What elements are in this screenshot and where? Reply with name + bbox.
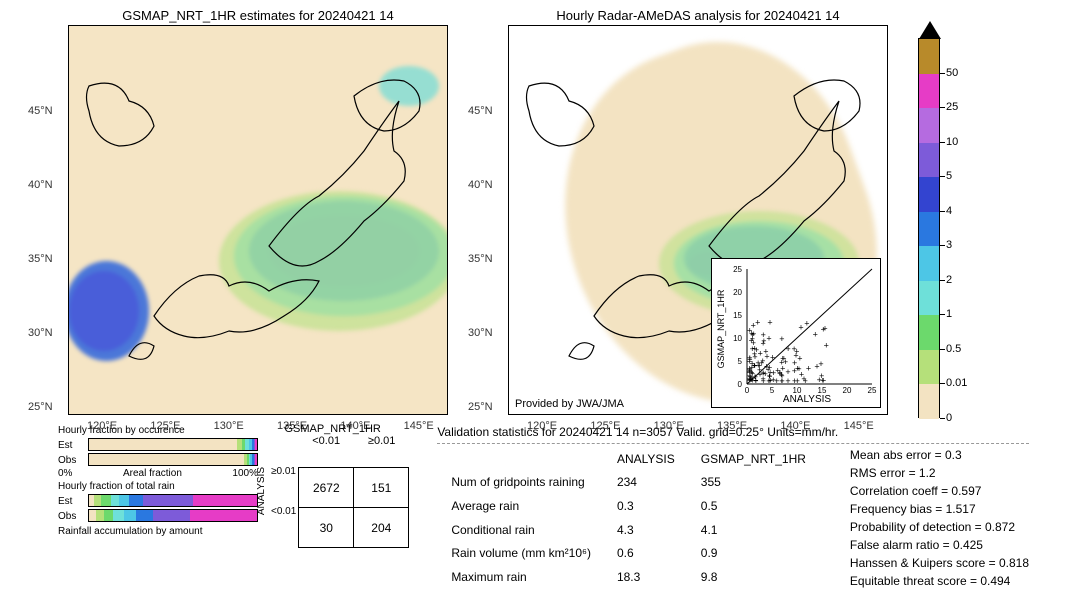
svg-text:+: + bbox=[755, 318, 760, 328]
colorbar-arrow bbox=[919, 21, 941, 39]
bottom-row: Hourly fraction by occurence Est Obs 0%A… bbox=[8, 423, 1072, 590]
right-map-panel: Hourly Radar-AMeDAS analysis for 2024042… bbox=[508, 8, 888, 415]
left-map-title: GSMAP_NRT_1HR estimates for 20240421 14 bbox=[68, 8, 448, 23]
svg-text:+: + bbox=[767, 318, 772, 328]
svg-text:+: + bbox=[793, 351, 798, 361]
svg-text:0: 0 bbox=[745, 386, 750, 395]
svg-text:+: + bbox=[751, 329, 756, 339]
svg-text:+: + bbox=[783, 357, 788, 367]
right-map-title: Hourly Radar-AMeDAS analysis for 2024042… bbox=[508, 8, 888, 23]
svg-text:+: + bbox=[779, 376, 784, 386]
bars-title-3: Rainfall accumulation by amount bbox=[58, 526, 258, 537]
svg-text:+: + bbox=[785, 376, 790, 386]
svg-text:+: + bbox=[749, 373, 754, 383]
svg-text:+: + bbox=[761, 330, 766, 340]
svg-text:0: 0 bbox=[738, 380, 743, 389]
bars-title-2: Hourly fraction of total rain bbox=[58, 481, 258, 492]
validation-block: Validation statistics for 20240421 14 n=… bbox=[437, 423, 1029, 590]
svg-text:+: + bbox=[818, 359, 823, 369]
svg-text:10: 10 bbox=[793, 386, 802, 395]
bar-obs-total bbox=[88, 509, 258, 522]
bar-obs-occurrence bbox=[88, 453, 258, 466]
svg-text:+: + bbox=[817, 375, 822, 385]
contingency-table: 2672151 30204 bbox=[298, 467, 409, 548]
validation-metrics: Mean abs error = 0.3RMS error = 1.2Corre… bbox=[850, 446, 1029, 590]
svg-text:25: 25 bbox=[733, 265, 742, 274]
svg-text:+: + bbox=[796, 364, 801, 374]
svg-text:5: 5 bbox=[738, 357, 743, 366]
contingency-block: GSMAP_NRT_1HR ANALYSIS ≥0.01 <0.01 <0.01… bbox=[256, 423, 409, 590]
svg-text:5: 5 bbox=[770, 386, 775, 395]
scatter-ylabel: GSMAP_NRT_1HR bbox=[716, 289, 726, 368]
svg-text:+: + bbox=[779, 334, 784, 344]
scatter-plot: ++++++++++++++++++++++++++++++++++++++++… bbox=[712, 259, 882, 409]
svg-text:+: + bbox=[813, 330, 818, 340]
right-map-frame: Provided by JWA/JMA ++++++++++++++++++++… bbox=[508, 25, 888, 415]
svg-text:25: 25 bbox=[868, 386, 877, 395]
hourly-fraction-bars: Hourly fraction by occurence Est Obs 0%A… bbox=[58, 423, 258, 590]
svg-text:+: + bbox=[770, 353, 775, 363]
svg-text:+: + bbox=[756, 360, 761, 370]
svg-text:+: + bbox=[785, 367, 790, 377]
svg-text:+: + bbox=[795, 376, 800, 386]
svg-text:20: 20 bbox=[843, 386, 852, 395]
svg-text:+: + bbox=[798, 322, 803, 332]
svg-text:15: 15 bbox=[733, 311, 742, 320]
main-map-row: GSMAP_NRT_1HR estimates for 20240421 14 … bbox=[8, 8, 1072, 415]
bar-est-occurrence bbox=[88, 438, 258, 451]
scatter-inset: ++++++++++++++++++++++++++++++++++++++++… bbox=[711, 258, 881, 408]
coastline-left bbox=[69, 26, 448, 415]
bar-est-total bbox=[88, 494, 258, 507]
svg-text:+: + bbox=[801, 374, 806, 384]
svg-text:15: 15 bbox=[818, 386, 827, 395]
svg-text:+: + bbox=[821, 324, 826, 334]
ct-col-header: GSMAP_NRT_1HR bbox=[256, 423, 409, 435]
svg-text:20: 20 bbox=[733, 288, 742, 297]
svg-text:+: + bbox=[824, 341, 829, 351]
left-map-panel: GSMAP_NRT_1HR estimates for 20240421 14 … bbox=[68, 8, 448, 415]
scatter-xlabel: ANALYSIS bbox=[783, 394, 831, 405]
svg-text:+: + bbox=[767, 368, 772, 378]
colorbar bbox=[918, 38, 940, 418]
provider-label: Provided by JWA/JMA bbox=[515, 398, 624, 410]
svg-text:+: + bbox=[760, 374, 765, 384]
ct-row-header: ANALYSIS bbox=[256, 467, 267, 515]
svg-text:+: + bbox=[806, 364, 811, 374]
svg-text:10: 10 bbox=[733, 334, 742, 343]
svg-text:+: + bbox=[804, 318, 809, 328]
left-map-frame bbox=[68, 25, 448, 415]
svg-text:+: + bbox=[766, 334, 771, 344]
validation-table: ANALYSISGSMAP_NRT_1HR Num of gridpoints … bbox=[437, 446, 820, 590]
